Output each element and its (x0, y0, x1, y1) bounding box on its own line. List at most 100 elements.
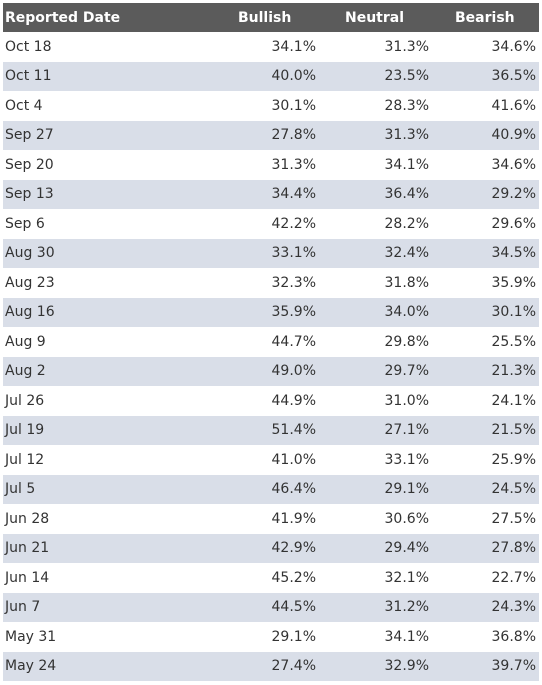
cell-reported-date: Jul 26 (3, 386, 213, 416)
cell-neutral: 28.3% (319, 91, 432, 121)
cell-bullish: 31.3% (213, 150, 319, 180)
cell-bullish: 27.4% (213, 651, 319, 681)
cell-reported-date: Jul 12 (3, 445, 213, 475)
cell-bearish: 29.2% (432, 179, 539, 209)
cell-reported-date: Sep 20 (3, 150, 213, 180)
cell-bearish: 36.8% (432, 622, 539, 652)
cell-neutral: 31.3% (319, 32, 432, 62)
column-header-reported-date[interactable]: Reported Date (3, 3, 213, 32)
table-row: May 31 29.1% 34.1% 36.8% (3, 622, 539, 652)
cell-reported-date: May 31 (3, 622, 213, 652)
cell-bullish: 42.9% (213, 533, 319, 563)
table-row: Sep 27 27.8% 31.3% 40.9% (3, 120, 539, 150)
cell-bearish: 21.5% (432, 415, 539, 445)
cell-bearish: 36.5% (432, 61, 539, 91)
cell-reported-date: Sep 13 (3, 179, 213, 209)
table-row: Oct 18 34.1% 31.3% 34.6% (3, 32, 539, 62)
table-row: Jun 7 44.5% 31.2% 24.3% (3, 592, 539, 622)
table-row: Jun 14 45.2% 32.1% 22.7% (3, 563, 539, 593)
cell-bearish: 30.1% (432, 297, 539, 327)
cell-bullish: 45.2% (213, 563, 319, 593)
cell-bearish: 22.7% (432, 563, 539, 593)
cell-reported-date: Aug 2 (3, 356, 213, 386)
cell-reported-date: Sep 6 (3, 209, 213, 239)
cell-bearish: 24.3% (432, 592, 539, 622)
table-row: Sep 13 34.4% 36.4% 29.2% (3, 179, 539, 209)
cell-neutral: 32.4% (319, 238, 432, 268)
cell-bearish: 39.7% (432, 651, 539, 681)
table-row: Sep 20 31.3% 34.1% 34.6% (3, 150, 539, 180)
cell-reported-date: Aug 23 (3, 268, 213, 298)
cell-reported-date: Jun 28 (3, 504, 213, 534)
cell-neutral: 31.3% (319, 120, 432, 150)
table-row: Aug 30 33.1% 32.4% 34.5% (3, 238, 539, 268)
cell-bullish: 46.4% (213, 474, 319, 504)
cell-neutral: 34.1% (319, 150, 432, 180)
cell-reported-date: Oct 4 (3, 91, 213, 121)
cell-neutral: 30.6% (319, 504, 432, 534)
cell-reported-date: May 24 (3, 651, 213, 681)
cell-neutral: 32.1% (319, 563, 432, 593)
cell-neutral: 32.9% (319, 651, 432, 681)
cell-bullish: 35.9% (213, 297, 319, 327)
cell-neutral: 29.1% (319, 474, 432, 504)
cell-bearish: 27.8% (432, 533, 539, 563)
table-row: May 24 27.4% 32.9% 39.7% (3, 651, 539, 681)
column-header-neutral[interactable]: Neutral (319, 3, 432, 32)
cell-bearish: 25.5% (432, 327, 539, 357)
cell-bullish: 42.2% (213, 209, 319, 239)
cell-reported-date: Aug 16 (3, 297, 213, 327)
table-row: Jul 26 44.9% 31.0% 24.1% (3, 386, 539, 416)
cell-bearish: 34.6% (432, 150, 539, 180)
table-header: Reported Date Bullish Neutral Bearish (3, 3, 539, 32)
cell-reported-date: Aug 30 (3, 238, 213, 268)
cell-bearish: 34.6% (432, 32, 539, 62)
cell-neutral: 31.8% (319, 268, 432, 298)
table-row: Aug 2 49.0% 29.7% 21.3% (3, 356, 539, 386)
cell-bullish: 44.9% (213, 386, 319, 416)
cell-bearish: 21.3% (432, 356, 539, 386)
cell-neutral: 34.1% (319, 622, 432, 652)
cell-bullish: 44.5% (213, 592, 319, 622)
cell-neutral: 23.5% (319, 61, 432, 91)
cell-bearish: 29.6% (432, 209, 539, 239)
table-row: Jul 19 51.4% 27.1% 21.5% (3, 415, 539, 445)
table-row: Aug 16 35.9% 34.0% 30.1% (3, 297, 539, 327)
sentiment-table: Reported Date Bullish Neutral Bearish Oc… (3, 3, 539, 681)
table-body: Oct 18 34.1% 31.3% 34.6% Oct 11 40.0% 23.5% 36.… (3, 32, 539, 681)
cell-neutral: 34.0% (319, 297, 432, 327)
cell-bearish: 41.6% (432, 91, 539, 121)
table-row: Jun 21 42.9% 29.4% 27.8% (3, 533, 539, 563)
cell-neutral: 27.1% (319, 415, 432, 445)
cell-bearish: 35.9% (432, 268, 539, 298)
cell-bearish: 27.5% (432, 504, 539, 534)
cell-bullish: 41.9% (213, 504, 319, 534)
cell-bearish: 24.1% (432, 386, 539, 416)
cell-bearish: 25.9% (432, 445, 539, 475)
sentiment-table-container: Reported Date Bullish Neutral Bearish Oc… (3, 3, 539, 681)
table-row: Jun 28 41.9% 30.6% 27.5% (3, 504, 539, 534)
cell-bullish: 32.3% (213, 268, 319, 298)
cell-bullish: 27.8% (213, 120, 319, 150)
cell-neutral: 31.0% (319, 386, 432, 416)
cell-bullish: 34.4% (213, 179, 319, 209)
table-row: Oct 11 40.0% 23.5% 36.5% (3, 61, 539, 91)
table-row: Jul 12 41.0% 33.1% 25.9% (3, 445, 539, 475)
cell-reported-date: Jul 19 (3, 415, 213, 445)
cell-reported-date: Sep 27 (3, 120, 213, 150)
table-row: Aug 23 32.3% 31.8% 35.9% (3, 268, 539, 298)
cell-bullish: 51.4% (213, 415, 319, 445)
column-header-bearish[interactable]: Bearish (432, 3, 539, 32)
cell-neutral: 36.4% (319, 179, 432, 209)
cell-neutral: 29.4% (319, 533, 432, 563)
cell-neutral: 29.7% (319, 356, 432, 386)
cell-neutral: 29.8% (319, 327, 432, 357)
cell-reported-date: Jun 21 (3, 533, 213, 563)
cell-bullish: 29.1% (213, 622, 319, 652)
table-row: Jul 5 46.4% 29.1% 24.5% (3, 474, 539, 504)
table-row: Sep 6 42.2% 28.2% 29.6% (3, 209, 539, 239)
column-header-bullish[interactable]: Bullish (213, 3, 319, 32)
cell-bullish: 49.0% (213, 356, 319, 386)
cell-reported-date: Aug 9 (3, 327, 213, 357)
cell-neutral: 28.2% (319, 209, 432, 239)
